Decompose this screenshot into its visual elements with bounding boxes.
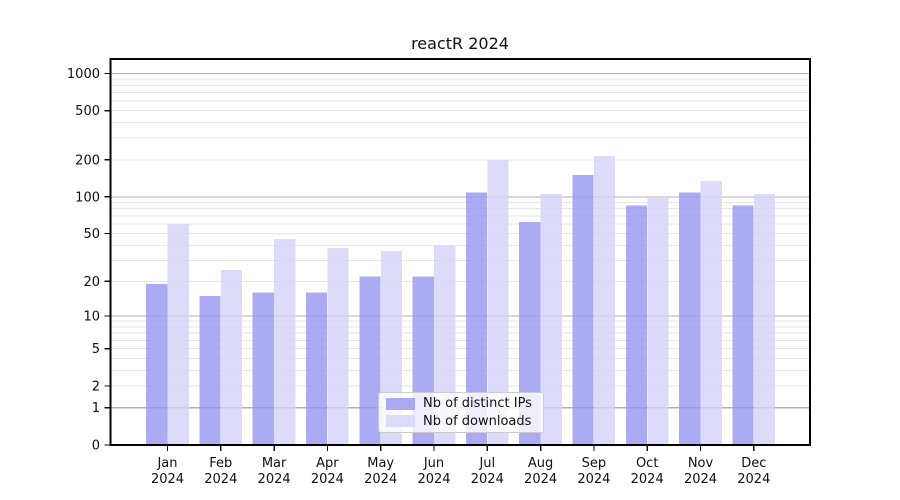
bar-distinct-ips-jan xyxy=(146,283,168,445)
y-axis-tick-label: 50 xyxy=(83,227,100,242)
y-axis-tick-label: 5 xyxy=(92,342,100,357)
x-axis-month-label: Mar xyxy=(262,456,287,471)
legend-swatch-downloads xyxy=(386,414,415,428)
bar-distinct-ips-may xyxy=(359,276,381,445)
legend-item-distinct-ips: Nb of distinct IPs xyxy=(386,395,535,412)
bar-downloads-feb xyxy=(220,269,243,445)
legend-label-distinct-ips: Nb of distinct IPs xyxy=(423,396,532,412)
bar-distinct-ips-dec xyxy=(732,205,754,445)
bar-downloads-dec xyxy=(753,194,776,445)
bar-distinct-ips-feb xyxy=(199,295,221,445)
legend-swatch-distinct-ips xyxy=(386,397,415,411)
bar-distinct-ips-apr xyxy=(306,292,328,445)
bar-downloads-oct xyxy=(647,196,669,445)
x-axis-year-label: 2024 xyxy=(524,472,557,487)
x-axis-year-label: 2024 xyxy=(204,472,237,487)
x-axis-month-label: May xyxy=(367,456,394,471)
y-axis-tick-label: 2 xyxy=(92,379,100,394)
chart-title: reactR 2024 xyxy=(411,34,509,53)
x-axis-year-label: 2024 xyxy=(737,472,770,487)
y-axis-tick-label: 1000 xyxy=(67,67,100,82)
y-axis-tick-label: 100 xyxy=(75,190,100,205)
legend-label-downloads: Nb of downloads xyxy=(423,413,532,429)
x-axis-year-label: 2024 xyxy=(471,472,504,487)
bar-downloads-sep xyxy=(594,155,616,445)
x-axis-year-label: 2024 xyxy=(631,472,664,487)
x-axis-year-label: 2024 xyxy=(258,472,291,487)
x-axis-year-label: 2024 xyxy=(151,472,184,487)
y-axis-tick-label: 1 xyxy=(92,401,100,416)
x-axis-month-label: Jun xyxy=(423,456,444,471)
x-axis-month-label: Jul xyxy=(478,456,495,471)
bar-downloads-nov xyxy=(700,180,722,445)
legend-item-downloads: Nb of downloads xyxy=(386,413,535,430)
bar-distinct-ips-aug xyxy=(519,222,541,445)
x-axis-month-label: Nov xyxy=(688,456,714,471)
legend: Nb of distinct IPs Nb of downloads xyxy=(378,392,544,433)
y-axis-tick-label: 10 xyxy=(83,310,100,325)
bar-downloads-mar xyxy=(274,239,296,445)
x-axis-month-label: Apr xyxy=(316,456,339,471)
bar-downloads-jan xyxy=(167,223,189,445)
y-axis-tick-label: 0 xyxy=(92,439,100,454)
bar-distinct-ips-sep xyxy=(572,175,594,445)
bar-downloads-jul xyxy=(487,159,509,445)
x-axis-month-label: Jan xyxy=(156,456,177,471)
x-axis-month-label: Feb xyxy=(209,456,232,471)
x-axis-year-label: 2024 xyxy=(364,472,397,487)
bar-distinct-ips-jul xyxy=(465,192,488,445)
bar-downloads-aug xyxy=(540,194,562,445)
x-axis-year-label: 2024 xyxy=(311,472,344,487)
bar-downloads-apr xyxy=(327,248,349,445)
x-axis-month-label: Dec xyxy=(741,456,766,471)
y-axis-tick-label: 500 xyxy=(75,104,100,119)
x-axis-year-label: 2024 xyxy=(684,472,717,487)
bar-distinct-ips-oct xyxy=(625,205,647,445)
bar-distinct-ips-mar xyxy=(252,292,274,445)
bar-distinct-ips-nov xyxy=(679,192,701,445)
x-axis-month-label: Aug xyxy=(528,456,553,471)
x-axis-year-label: 2024 xyxy=(417,472,450,487)
x-axis-month-label: Sep xyxy=(582,456,607,471)
x-axis-month-label: Oct xyxy=(636,456,658,471)
y-axis-tick-label: 200 xyxy=(75,153,100,168)
plot-border xyxy=(109,58,811,446)
y-axis-tick-label: 20 xyxy=(83,275,100,290)
x-axis-year-label: 2024 xyxy=(577,472,610,487)
